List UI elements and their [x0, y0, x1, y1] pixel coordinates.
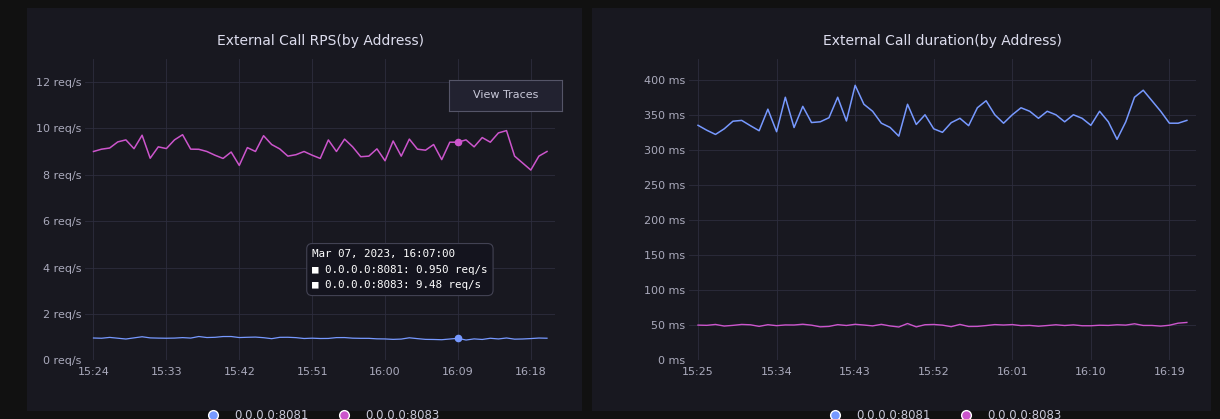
Legend: 0.0.0.0:8081, 0.0.0.0:8083: 0.0.0.0:8081, 0.0.0.0:8083 [196, 404, 444, 419]
Legend: 0.0.0.0:8081, 0.0.0.0:8083: 0.0.0.0:8081, 0.0.0.0:8083 [819, 404, 1066, 419]
Title: External Call RPS(by Address): External Call RPS(by Address) [217, 34, 423, 48]
Title: External Call duration(by Address): External Call duration(by Address) [824, 34, 1061, 48]
Text: Mar 07, 2023, 16:07:00
■ 0.0.0.0:8081: 0.950 req/s
■ 0.0.0.0:8083: 9.48 req/s: Mar 07, 2023, 16:07:00 ■ 0.0.0.0:8081: 0… [312, 249, 488, 290]
Text: View Traces: View Traces [473, 91, 538, 100]
